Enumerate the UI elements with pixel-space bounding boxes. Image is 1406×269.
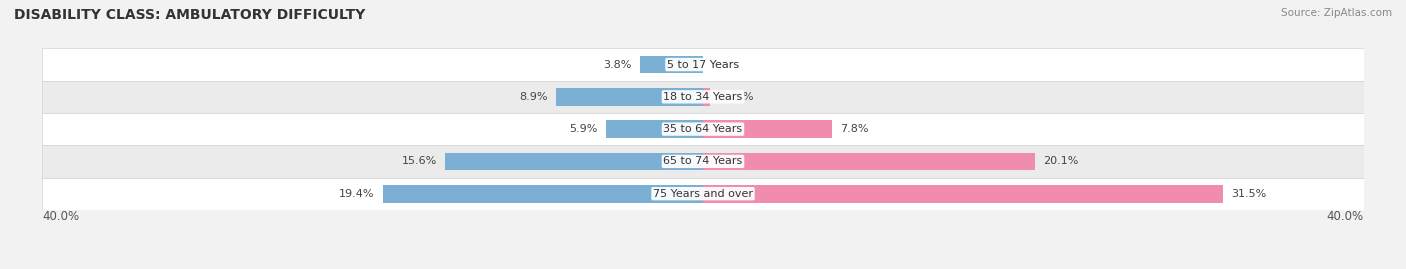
Bar <box>446 153 703 170</box>
Bar <box>703 88 710 106</box>
Text: 65 to 74 Years: 65 to 74 Years <box>664 156 742 167</box>
Text: DISABILITY CLASS: AMBULATORY DIFFICULTY: DISABILITY CLASS: AMBULATORY DIFFICULTY <box>14 8 366 22</box>
Bar <box>703 120 832 138</box>
Bar <box>640 56 703 73</box>
Bar <box>703 185 1223 203</box>
Bar <box>382 185 703 203</box>
Text: 31.5%: 31.5% <box>1232 189 1267 199</box>
Text: 19.4%: 19.4% <box>339 189 374 199</box>
Text: 0.44%: 0.44% <box>718 92 754 102</box>
Text: 5.9%: 5.9% <box>569 124 598 134</box>
Text: 40.0%: 40.0% <box>42 210 79 223</box>
Bar <box>42 48 1364 81</box>
Text: 18 to 34 Years: 18 to 34 Years <box>664 92 742 102</box>
Bar <box>606 120 703 138</box>
Bar <box>42 178 1364 210</box>
Text: 40.0%: 40.0% <box>1327 210 1364 223</box>
Text: 75 Years and over: 75 Years and over <box>652 189 754 199</box>
Text: 0.0%: 0.0% <box>711 59 740 70</box>
Text: Source: ZipAtlas.com: Source: ZipAtlas.com <box>1281 8 1392 18</box>
Text: 35 to 64 Years: 35 to 64 Years <box>664 124 742 134</box>
Bar <box>42 113 1364 145</box>
Text: 5 to 17 Years: 5 to 17 Years <box>666 59 740 70</box>
Bar <box>42 145 1364 178</box>
Text: 15.6%: 15.6% <box>402 156 437 167</box>
Bar <box>42 81 1364 113</box>
Text: 7.8%: 7.8% <box>841 124 869 134</box>
Text: 8.9%: 8.9% <box>519 92 548 102</box>
Bar <box>555 88 703 106</box>
Text: 20.1%: 20.1% <box>1043 156 1078 167</box>
Text: 3.8%: 3.8% <box>603 59 631 70</box>
Bar <box>703 153 1035 170</box>
